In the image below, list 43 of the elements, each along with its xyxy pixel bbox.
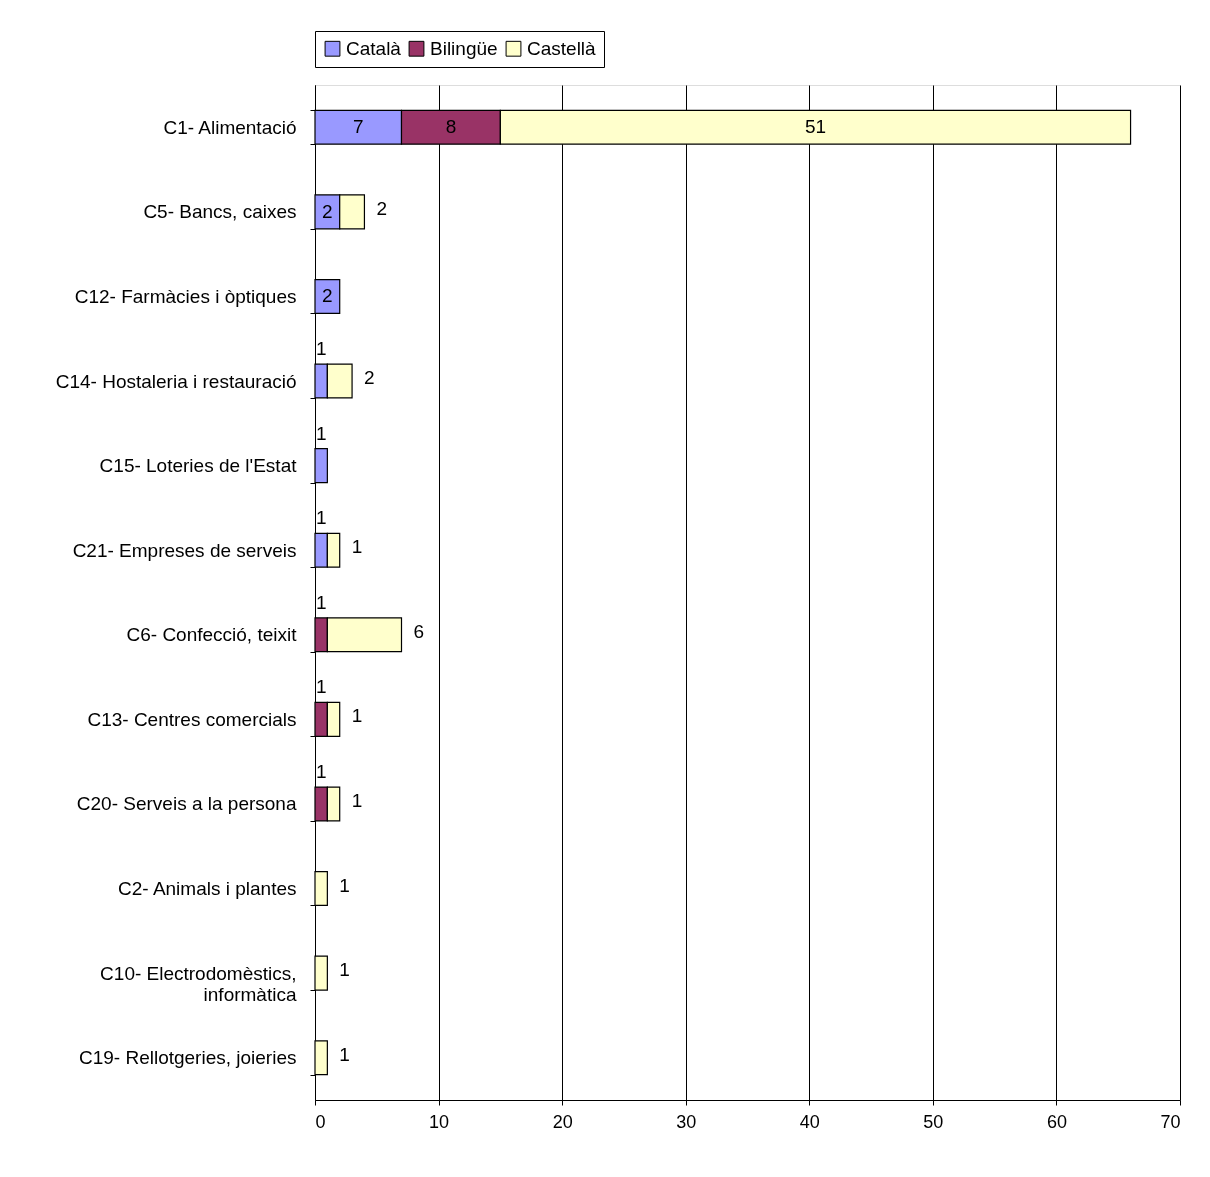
y-tick-label: C21- Empreses de serveis	[72, 539, 297, 561]
x-tick-label: 70	[1160, 1111, 1181, 1132]
data-label: 8	[445, 116, 457, 138]
data-label: 1	[315, 507, 327, 529]
y-tick-label: C6- Confecció, teixit	[126, 624, 298, 646]
y-tick-label: C20- Serveis a la persona	[76, 793, 297, 815]
y-tick-label: C10- Electrodomèstics, informàtica	[100, 962, 297, 1005]
data-label: 2	[364, 367, 375, 389]
x-tick-label: 0	[315, 1111, 326, 1132]
legend-label: Bilingüe	[430, 37, 498, 59]
data-label: 51	[804, 116, 827, 138]
data-label: 1	[351, 705, 363, 727]
y-tick-label: C2- Animals i plantes	[118, 878, 297, 900]
data-label: 1	[315, 676, 327, 698]
y-tick-label: C5- Bancs, caixes	[143, 201, 297, 223]
y-tick-label: C1- Alimentació	[163, 116, 297, 138]
y-tick-label: C12- Farmàcies i òptiques	[74, 285, 297, 307]
x-tick-label: 40	[799, 1111, 820, 1132]
data-label: 1	[351, 789, 363, 811]
data-label: 2	[322, 285, 333, 307]
x-tick-label: 20	[552, 1111, 573, 1132]
data-label: 1	[339, 874, 350, 896]
y-tick-label: C19- Rellotgeries, joieries	[78, 1047, 297, 1069]
x-tick-label: 10	[429, 1111, 450, 1132]
data-label: 1	[315, 422, 327, 444]
data-label: 1	[351, 536, 363, 558]
data-label: 1	[315, 338, 327, 360]
data-label: 2	[376, 197, 388, 219]
legend-label: Castellà	[527, 37, 597, 59]
y-tick-label: C15- Loteries de l'Estat	[99, 455, 298, 477]
x-tick-label: 60	[1046, 1111, 1067, 1132]
data-label: 1	[315, 760, 327, 782]
data-label: 1	[339, 959, 350, 981]
data-label: 1	[315, 591, 327, 613]
legend-label: Català	[346, 37, 402, 59]
y-tick-label: C14- Hostaleria i restauració	[55, 370, 297, 392]
x-tick-label: 50	[923, 1111, 944, 1132]
data-label: 6	[413, 620, 425, 642]
data-label: 1	[339, 1043, 350, 1065]
data-label: 7	[352, 116, 364, 138]
x-tick-label: 30	[676, 1111, 697, 1132]
data-label: 2	[322, 200, 333, 222]
y-tick-label: C13- Centres comercials	[87, 708, 297, 730]
